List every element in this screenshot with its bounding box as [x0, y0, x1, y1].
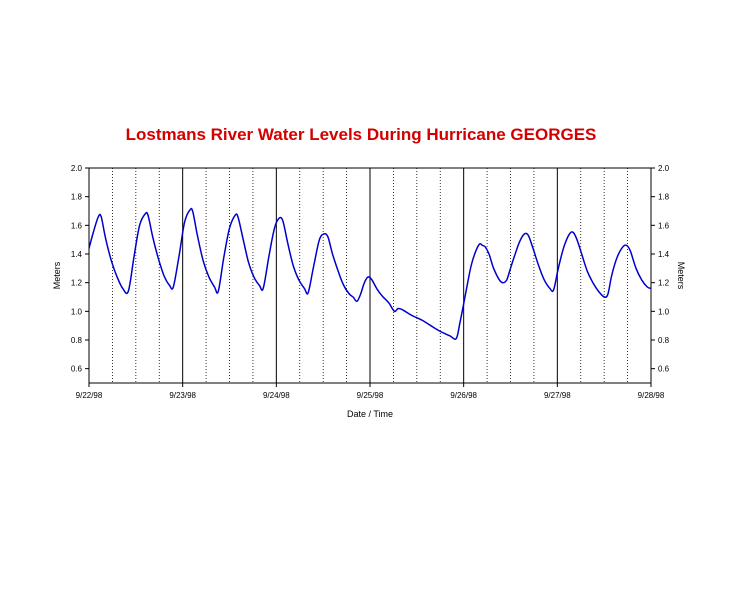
y-tick-label: 0.6 [71, 365, 83, 374]
y-tick-label: 0.6 [658, 365, 670, 374]
y-tick-label: 0.8 [71, 336, 83, 345]
y-axis-left: 0.6 0.8 1.0 1.2 1.4 1.6 1.8 2.0 [71, 164, 89, 374]
x-tick-label: 9/25/98 [357, 391, 384, 400]
chart-title: Lostmans River Water Levels During Hurri… [125, 125, 597, 144]
y-axis-right: 0.6 0.8 1.0 1.2 1.4 1.6 1.8 2.0 [651, 164, 670, 374]
water-level-line [88, 207, 652, 340]
y-tick-label: 1.8 [71, 193, 83, 202]
y-tick-label: 1.4 [71, 250, 83, 259]
y-tick-label: 1.4 [658, 250, 670, 259]
y-axis-label-right: Meters [676, 262, 686, 290]
grid-lines [112, 168, 628, 383]
x-axis-label: Date / Time [347, 409, 393, 419]
x-tick-label: 9/24/98 [263, 391, 290, 400]
x-tick-label: 9/26/98 [450, 391, 477, 400]
y-axis-label-left: Meters [52, 261, 62, 289]
y-tick-label: 0.8 [658, 336, 670, 345]
y-tick-label: 1.6 [71, 221, 83, 230]
y-tick-label: 2.0 [71, 164, 83, 173]
y-tick-label: 1.2 [658, 279, 670, 288]
y-tick-label: 1.6 [658, 221, 670, 230]
x-tick-label: 9/28/98 [638, 391, 665, 400]
x-tick-label: 9/27/98 [544, 391, 571, 400]
y-tick-label: 1.8 [658, 193, 670, 202]
x-tick-label: 9/22/98 [76, 391, 103, 400]
y-tick-label: 1.0 [71, 307, 83, 316]
y-tick-label: 1.0 [658, 307, 670, 316]
y-tick-label: 2.0 [658, 164, 670, 173]
y-tick-label: 1.2 [71, 279, 83, 288]
x-axis: 9/22/98 9/23/98 9/24/98 9/25/98 9/26/98 9/27/… [76, 383, 665, 400]
x-tick-label: 9/23/98 [169, 391, 196, 400]
